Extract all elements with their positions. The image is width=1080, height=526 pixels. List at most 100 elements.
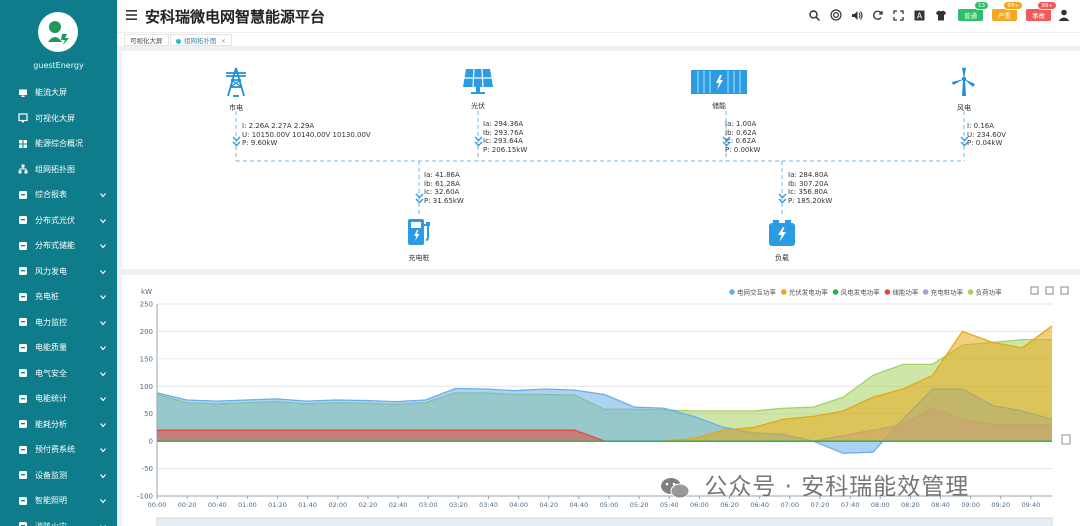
safety-icon bbox=[18, 368, 28, 378]
node-wind[interactable]: 风电 bbox=[944, 67, 984, 113]
sidebar-item[interactable]: 能源综合概况 bbox=[0, 131, 117, 157]
sidebar-item[interactable]: 分布式光伏 bbox=[0, 208, 117, 234]
fullscreen-icon[interactable] bbox=[890, 7, 907, 24]
node-grid-label: 市电 bbox=[229, 104, 243, 112]
tab-label: 可视化大屏 bbox=[130, 37, 163, 45]
zoom-icon[interactable] bbox=[1030, 286, 1039, 295]
reading-line: U: 10150.00V 10140.00V 10130.00V bbox=[242, 130, 371, 139]
charging-pile-icon bbox=[408, 219, 430, 245]
sidebar-item[interactable]: 组网拓扑图 bbox=[0, 157, 117, 183]
sidebar-item[interactable]: 充电桩 bbox=[0, 284, 117, 310]
user-icon[interactable] bbox=[1055, 7, 1072, 24]
theme-shirt-icon[interactable] bbox=[932, 7, 949, 24]
sidebar-item-label: 可视化大屏 bbox=[35, 113, 75, 123]
hamburger-icon[interactable] bbox=[126, 10, 137, 20]
quality-icon bbox=[18, 343, 28, 353]
alarm-normal-label: 普通 bbox=[964, 12, 977, 20]
wechat-icon bbox=[661, 477, 690, 498]
x-tick-label: 01:40 bbox=[298, 501, 317, 509]
x-tick-label: 05:00 bbox=[600, 501, 619, 509]
x-tick-label: 06:40 bbox=[750, 501, 769, 509]
sidebar-item[interactable]: 综合报表 bbox=[0, 182, 117, 208]
sidebar-item[interactable]: 电力监控 bbox=[0, 310, 117, 336]
download-icon[interactable] bbox=[1060, 286, 1069, 295]
sidebar-item[interactable]: 可视化大屏 bbox=[0, 106, 117, 132]
topology-lines bbox=[235, 111, 965, 216]
flow-arrow-icon bbox=[415, 193, 424, 204]
node-pv[interactable]: 光伏 bbox=[458, 67, 498, 111]
node-grid[interactable]: 市电 bbox=[218, 67, 254, 113]
x-tick-label: 01:20 bbox=[268, 501, 287, 509]
active-dot-icon bbox=[176, 38, 181, 44]
sidebar-item[interactable]: 分布式储能 bbox=[0, 233, 117, 259]
username: guestEnergy bbox=[33, 61, 84, 70]
legend-marker bbox=[781, 289, 787, 295]
node-charger[interactable]: 充电桩 bbox=[394, 217, 444, 263]
reading-line: Ib: 307.20A bbox=[788, 179, 829, 188]
node-charger-label: 充电桩 bbox=[408, 254, 430, 262]
x-tick-label: 08:00 bbox=[871, 501, 890, 509]
sidebar-item-label: 电能质量 bbox=[35, 343, 67, 353]
y-tick-label: -50 bbox=[142, 465, 153, 473]
monitor-icon bbox=[18, 88, 28, 98]
chevron-down-icon bbox=[100, 217, 106, 223]
energy-storage-container-icon bbox=[691, 70, 747, 94]
sidebar-item-label: 能流大屏 bbox=[35, 88, 67, 98]
tab-visual-screen[interactable]: 可视化大屏 bbox=[124, 34, 169, 46]
fire-icon bbox=[18, 521, 28, 526]
alarm-serious-button[interactable]: 严重 99+ bbox=[992, 1, 1023, 21]
tab-topology[interactable]: 组网拓扑图 × bbox=[170, 34, 232, 46]
sidebar-item[interactable]: 智能照明 bbox=[0, 488, 117, 514]
x-tick-label: 05:40 bbox=[660, 501, 679, 509]
topology-icon bbox=[18, 164, 28, 174]
alarm-serious-label: 严重 bbox=[998, 12, 1011, 20]
chevron-down-icon bbox=[100, 191, 106, 198]
watermark: 公众号 · 安科瑞能效管理 bbox=[660, 467, 969, 501]
volume-icon[interactable] bbox=[848, 7, 865, 24]
alarm-accident-count: 99+ bbox=[1037, 1, 1057, 10]
reading-line: Ib: 293.76A bbox=[483, 128, 524, 137]
chevron-down-icon bbox=[100, 242, 106, 249]
refresh-icon[interactable] bbox=[869, 7, 886, 24]
alarm-serious-count: 99+ bbox=[1003, 1, 1023, 10]
reading-line: Ib: 61.28A bbox=[424, 179, 460, 188]
node-storage-label: 储能 bbox=[712, 102, 726, 110]
chevron-down-icon bbox=[100, 446, 106, 453]
search-icon[interactable] bbox=[806, 7, 823, 24]
legend-label: 储能功率 bbox=[892, 288, 919, 297]
reading-line: P: 185.20kW bbox=[788, 196, 833, 205]
sidebar-item[interactable]: 风力发电 bbox=[0, 259, 117, 285]
legend-marker bbox=[922, 289, 929, 295]
reading-line: U: 234.60V bbox=[967, 130, 1006, 139]
font-size-icon[interactable]: A bbox=[911, 7, 928, 24]
sidebar-item[interactable]: 消防火灾 bbox=[0, 514, 117, 526]
y-tick-label: 100 bbox=[140, 383, 153, 391]
x-tick-label: 04:00 bbox=[509, 501, 528, 509]
sidebar-item[interactable]: 能耗分析 bbox=[0, 412, 117, 438]
sidebar-item[interactable]: 预付费系统 bbox=[0, 437, 117, 463]
node-load[interactable]: 负载 bbox=[762, 219, 802, 263]
flow-arrow-icon bbox=[722, 136, 731, 147]
reading-line: I: 0.16A bbox=[967, 122, 995, 130]
x-tick-label: 02:00 bbox=[328, 501, 347, 509]
reading-line: Ic: 32.60A bbox=[424, 188, 460, 197]
x-tick-label: 02:40 bbox=[389, 501, 408, 509]
sidebar-item-label: 消防火灾 bbox=[35, 521, 67, 526]
sidebar-item[interactable]: 设备监测 bbox=[0, 463, 117, 489]
solar-icon bbox=[18, 215, 28, 225]
reading-line: Ic: 0.62A bbox=[725, 137, 756, 146]
x-tick-label: 09:00 bbox=[961, 501, 980, 509]
sidebar-item[interactable]: 电能统计 bbox=[0, 386, 117, 412]
alarm-accident-button[interactable]: 事故 99+ bbox=[1026, 1, 1057, 21]
pv-readings: Ia: 294.36A Ib: 293.76A Ic: 293.64A P: 2… bbox=[483, 120, 527, 154]
close-icon[interactable]: × bbox=[220, 37, 226, 45]
zoom-reset-icon[interactable] bbox=[1045, 286, 1054, 295]
reading-line: P: 0.00kW bbox=[725, 145, 761, 154]
help-icon[interactable] bbox=[827, 7, 844, 24]
node-storage[interactable]: 储能 bbox=[689, 69, 749, 111]
sidebar-item[interactable]: 电气安全 bbox=[0, 361, 117, 387]
alarm-normal-button[interactable]: 普通 13 bbox=[958, 1, 989, 21]
charger-icon bbox=[18, 292, 28, 302]
sidebar-item[interactable]: 电能质量 bbox=[0, 335, 117, 361]
sidebar-item[interactable]: 能流大屏 bbox=[0, 80, 117, 106]
